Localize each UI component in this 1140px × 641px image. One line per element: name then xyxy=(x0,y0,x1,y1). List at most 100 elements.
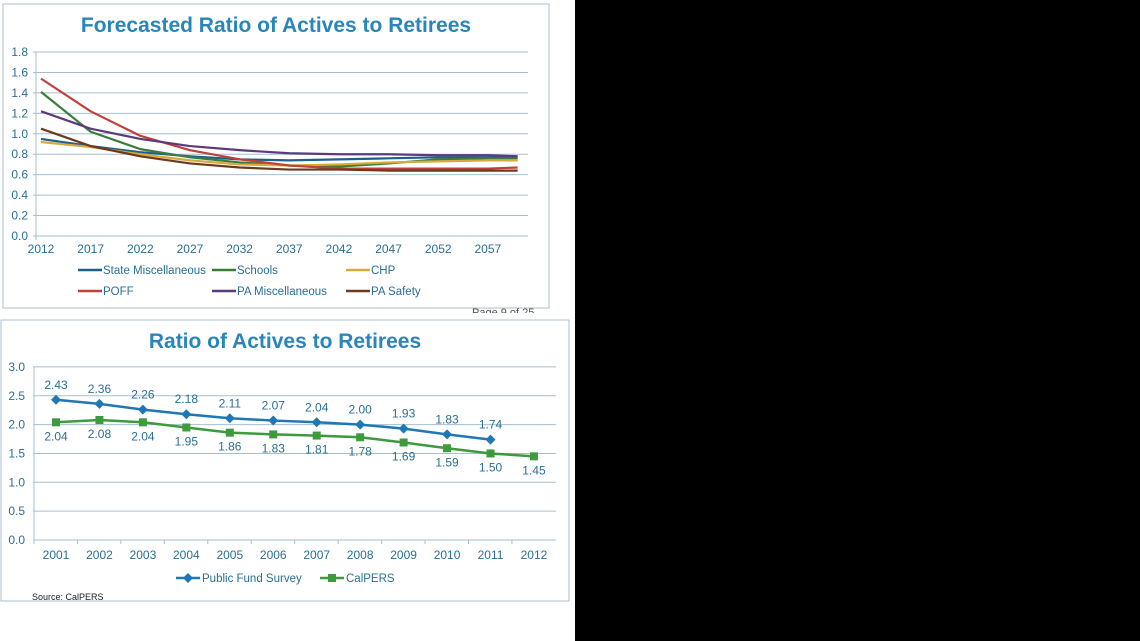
data-point-diamond xyxy=(355,419,366,430)
y-tick-label: 2.0 xyxy=(8,418,25,432)
x-tick-label: 2008 xyxy=(347,548,374,562)
x-tick-label: 2037 xyxy=(276,242,303,256)
data-point-diamond xyxy=(224,413,235,424)
x-tick-label: 2012 xyxy=(28,242,55,256)
series-line-state-miscellaneous xyxy=(40,137,518,162)
data-point-diamond xyxy=(398,423,409,434)
data-label: 2.43 xyxy=(44,378,68,392)
data-label: 1.93 xyxy=(392,407,416,421)
y-tick-label: 0.6 xyxy=(11,168,28,182)
data-label: 1.74 xyxy=(479,418,503,432)
data-label: 1.78 xyxy=(348,444,372,458)
y-tick-label: 2.5 xyxy=(8,389,25,403)
data-point-diamond xyxy=(94,398,105,409)
y-tick-label: 1.8 xyxy=(11,45,28,59)
x-tick-label: 2012 xyxy=(521,548,548,562)
data-point-diamond xyxy=(181,409,192,420)
x-tick-label: 2001 xyxy=(43,548,70,562)
y-tick-label: 1.2 xyxy=(11,106,28,120)
legend-label: POFF xyxy=(103,286,134,298)
y-tick-label: 0.5 xyxy=(8,504,25,518)
y-tick-label: 1.0 xyxy=(11,127,28,141)
data-label: 1.81 xyxy=(305,443,329,457)
data-point-diamond xyxy=(268,415,279,426)
data-point-diamond xyxy=(311,417,322,428)
data-point-square xyxy=(182,423,191,432)
x-tick-label: 2052 xyxy=(425,242,452,256)
chart1-title: Forecasted Ratio of Actives to Retirees xyxy=(81,14,471,37)
y-tick-label: 0.0 xyxy=(8,533,25,547)
legend-label: PA Miscellaneous xyxy=(237,286,327,298)
data-point-square xyxy=(312,431,321,440)
y-tick-label: 0.8 xyxy=(11,147,28,161)
legend-label: CHP xyxy=(371,265,396,277)
data-label: 2.11 xyxy=(219,396,242,410)
data-point-diamond xyxy=(485,434,496,445)
series-line-pa-miscellaneous xyxy=(40,110,518,158)
y-tick-label: 1.0 xyxy=(8,475,25,489)
x-tick-label: 2022 xyxy=(127,242,154,256)
data-point-square xyxy=(486,449,495,458)
data-label: 1.83 xyxy=(435,412,459,426)
x-tick-label: 2007 xyxy=(303,548,330,562)
data-label: 1.59 xyxy=(435,455,459,469)
data-point-square xyxy=(138,418,147,427)
data-point-square xyxy=(95,415,104,424)
data-point-diamond xyxy=(137,404,148,415)
data-label: 1.83 xyxy=(262,441,286,455)
page-number: Page 9 of 25 xyxy=(472,307,535,313)
chart2-title: Ratio of Actives to Retirees xyxy=(149,330,421,353)
y-tick-label: 1.5 xyxy=(8,446,25,460)
data-label: 2.04 xyxy=(131,429,155,443)
legend-label: Schools xyxy=(237,265,278,277)
data-point-diamond xyxy=(51,394,61,405)
x-tick-label: 2011 xyxy=(478,548,504,562)
data-point-diamond xyxy=(442,429,453,440)
x-tick-label: 2042 xyxy=(326,242,353,256)
data-point-square xyxy=(443,444,452,453)
data-label: 2.18 xyxy=(175,392,199,406)
x-tick-label: 2005 xyxy=(216,548,243,562)
x-tick-label: 2004 xyxy=(173,548,200,562)
legend-label: State Miscellaneous xyxy=(103,265,206,277)
x-tick-label: 2009 xyxy=(390,548,417,562)
y-tick-label: 0.4 xyxy=(11,188,28,202)
legend-marker xyxy=(328,574,336,582)
x-tick-label: 2017 xyxy=(77,242,104,256)
data-label: 1.86 xyxy=(218,440,242,454)
data-label: 2.36 xyxy=(88,382,112,396)
data-label: 2.00 xyxy=(348,403,372,417)
x-tick-label: 2032 xyxy=(226,242,253,256)
legend-label: PA Safety xyxy=(371,286,421,298)
source-note: Source: CalPERS xyxy=(32,592,104,602)
data-label: 1.95 xyxy=(175,434,199,448)
legend-marker xyxy=(183,573,193,583)
y-tick-label: 3.0 xyxy=(8,360,25,374)
data-label: 2.26 xyxy=(131,388,155,402)
data-point-square xyxy=(52,418,60,427)
data-point-square xyxy=(356,433,365,442)
series-line-calpers xyxy=(55,418,535,458)
y-tick-label: 0.2 xyxy=(11,209,28,223)
legend-label: CalPERS xyxy=(346,573,395,585)
legend-label: Public Fund Survey xyxy=(202,573,302,585)
data-label: 1.50 xyxy=(479,460,503,474)
x-tick-label: 2057 xyxy=(474,242,501,256)
x-tick-label: 2027 xyxy=(177,242,204,256)
data-point-square xyxy=(399,438,408,447)
data-label: 2.08 xyxy=(88,427,112,441)
data-label: 1.45 xyxy=(522,463,546,477)
data-label: 2.07 xyxy=(262,399,286,413)
x-tick-label: 2047 xyxy=(375,242,402,256)
series-line-poff xyxy=(40,77,518,170)
x-tick-label: 2006 xyxy=(260,548,287,562)
data-point-square xyxy=(269,430,278,439)
document-page: Forecasted Ratio of Actives to Retirees 0… xyxy=(0,0,575,641)
data-label: 2.04 xyxy=(305,400,329,414)
y-tick-label: 1.6 xyxy=(11,65,28,79)
x-tick-label: 2003 xyxy=(130,548,157,562)
data-label: 1.69 xyxy=(392,449,416,463)
charts-canvas: Forecasted Ratio of Actives to Retirees 0… xyxy=(0,3,570,602)
x-tick-label: 2002 xyxy=(86,548,113,562)
x-tick-label: 2010 xyxy=(434,548,461,562)
